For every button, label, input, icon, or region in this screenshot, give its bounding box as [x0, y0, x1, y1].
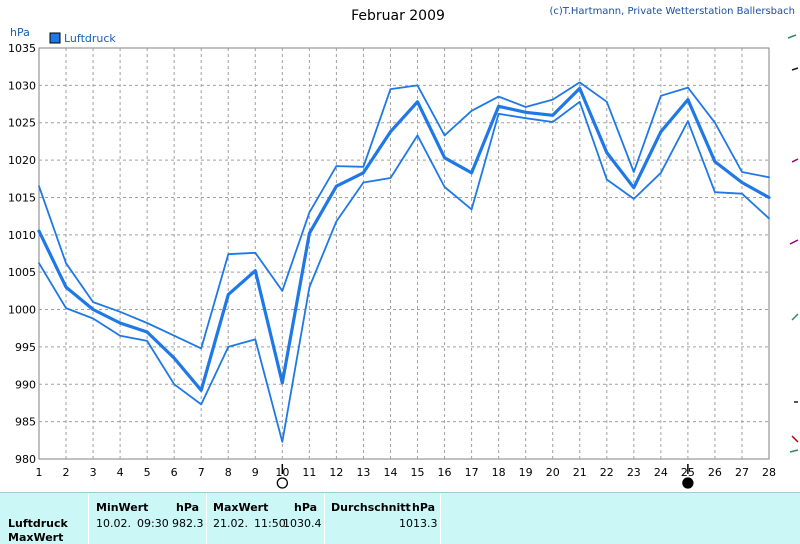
series-line-max: [38, 81, 770, 350]
max-date: 21.02.: [213, 517, 248, 530]
x-tick-label: 22: [600, 466, 614, 479]
x-tick-label: 8: [225, 466, 232, 479]
row-label-luftdruck: Luftdruck: [8, 517, 68, 530]
x-tick-label: 5: [144, 466, 151, 479]
min-header: MinWert: [96, 501, 149, 514]
max-header: MaxWert: [213, 501, 269, 514]
x-tick-label: 7: [198, 466, 205, 479]
full-moon-symbol: [276, 477, 288, 489]
min-date: 10.02.: [96, 517, 131, 530]
pressure-chart: Februar 2009 (c)T.Hartmann, Private Wett…: [8, 6, 799, 489]
x-tick-label: 20: [546, 466, 560, 479]
min-unit: hPa: [176, 501, 200, 514]
x-tick-label: 17: [465, 466, 479, 479]
x-tick-label: 19: [519, 466, 533, 479]
legend-swatch: [49, 32, 61, 44]
x-tick-label: 3: [90, 466, 97, 479]
avg-unit: hPa: [412, 501, 436, 514]
new-moon-symbol: [682, 477, 694, 489]
plot-frame: [38, 47, 770, 460]
right-edge-decoration: [787, 34, 799, 453]
avg-value: 1013.3: [399, 517, 438, 530]
x-tick-label: 23: [627, 466, 641, 479]
x-tick-label: 4: [117, 466, 124, 479]
x-tick-label: 27: [735, 466, 749, 479]
x-tick-label: 1: [36, 466, 43, 479]
chart-title: Februar 2009: [351, 8, 445, 24]
y-tick-label: 985: [15, 416, 36, 429]
y-tick-label: 1015: [8, 191, 36, 204]
x-tick-label: 13: [356, 466, 370, 479]
x-tick-label: 18: [492, 466, 506, 479]
series-line-min: [38, 100, 770, 443]
copyright-text: (c)T.Hartmann, Private Wetterstation Bal…: [549, 6, 795, 17]
max-time: 11:50: [254, 517, 286, 530]
avg-header: Durchschnitt: [331, 501, 411, 514]
y-tick-label: 1025: [8, 117, 36, 130]
x-tick-label: 26: [708, 466, 722, 479]
y-tick-label: 1010: [8, 229, 36, 242]
statistics-panel: MinWert hPa MaxWert hPa Durchschnitt hPa…: [0, 492, 800, 544]
y-tick-label: 995: [15, 341, 36, 354]
y-tick-label: 1030: [8, 79, 36, 92]
y-tick-label: 1000: [8, 304, 36, 317]
y-tick-label: 990: [15, 378, 36, 391]
x-tick-label: 14: [383, 466, 397, 479]
min-value: 982.3: [172, 517, 204, 530]
min-time: 09:30: [137, 517, 169, 530]
x-tick-label: 6: [171, 466, 178, 479]
legend-label: Luftdruck: [64, 32, 116, 45]
x-tick-label: 24: [654, 466, 668, 479]
y-tick-label: 1005: [8, 266, 36, 279]
y-tick-label: 980: [15, 453, 36, 466]
series-line-mean: [37, 86, 771, 392]
max-unit: hPa: [294, 501, 318, 514]
y-tick-label: 1035: [8, 42, 36, 55]
x-tick-label: 11: [302, 466, 316, 479]
row-label-maxwert: MaxWert: [8, 531, 64, 544]
x-tick-label: 12: [329, 466, 343, 479]
x-tick-label: 21: [573, 466, 587, 479]
y-unit-label: hPa: [10, 26, 30, 39]
max-value: 1030.4: [283, 517, 322, 530]
x-tick-label: 16: [438, 466, 452, 479]
x-tick-label: 15: [411, 466, 425, 479]
x-tick-label: 9: [252, 466, 259, 479]
x-tick-label: 2: [63, 466, 70, 479]
y-tick-label: 1020: [8, 154, 36, 167]
x-tick-label: 28: [762, 466, 776, 479]
